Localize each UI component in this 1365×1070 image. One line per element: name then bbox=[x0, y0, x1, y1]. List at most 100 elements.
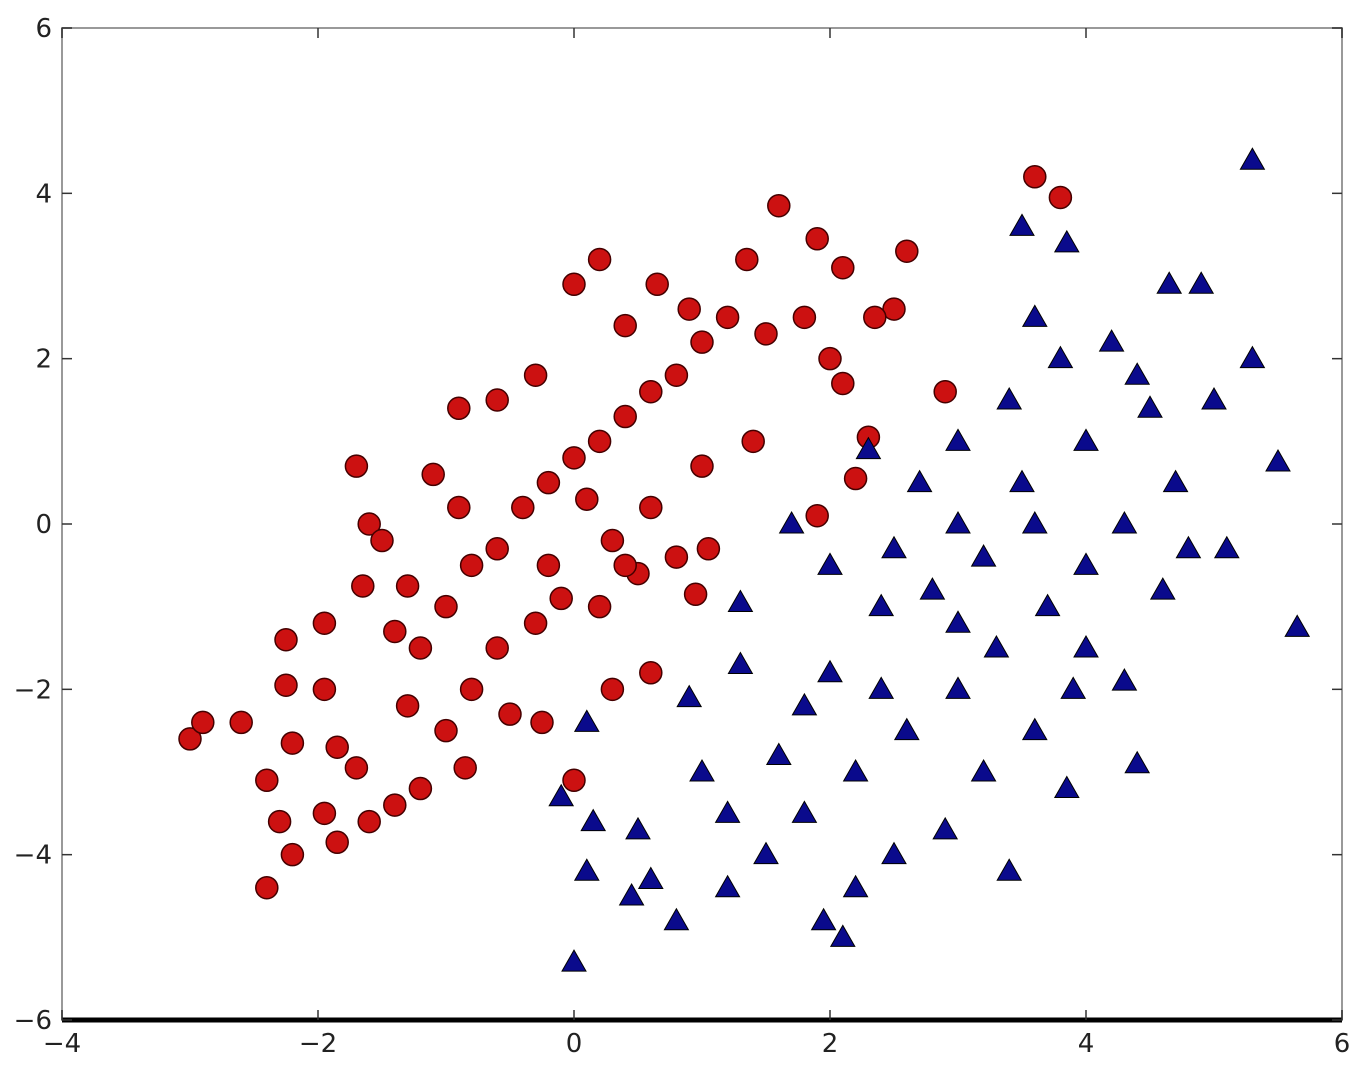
circle-point bbox=[933, 379, 957, 404]
triangle-point bbox=[1053, 229, 1080, 253]
circle-point bbox=[536, 470, 561, 495]
triangle-point bbox=[945, 676, 971, 699]
triangle-point bbox=[945, 428, 971, 451]
triangle-point bbox=[1124, 362, 1151, 385]
circle-point bbox=[274, 627, 298, 652]
triangle-point bbox=[842, 758, 869, 782]
x-tick-label: 6 bbox=[1334, 1029, 1351, 1059]
circle-point bbox=[485, 636, 509, 660]
circle-point bbox=[357, 512, 381, 536]
circle-point bbox=[754, 322, 778, 346]
triangle-point bbox=[573, 858, 600, 881]
triangle-point bbox=[727, 589, 754, 613]
triangle-point bbox=[1098, 329, 1125, 352]
circle-point bbox=[895, 239, 919, 263]
triangle-point bbox=[689, 758, 715, 782]
triangle-point bbox=[1111, 668, 1138, 691]
circle-point bbox=[843, 466, 868, 491]
triangle-point bbox=[970, 544, 997, 567]
circle-point bbox=[408, 776, 433, 801]
triangle-point bbox=[1034, 593, 1061, 617]
circle-point bbox=[267, 809, 292, 834]
triangle-point bbox=[1073, 552, 1099, 575]
triangle-point bbox=[1239, 147, 1266, 170]
triangle-point bbox=[945, 610, 971, 633]
circle-point bbox=[683, 582, 708, 607]
triangle-point bbox=[1188, 271, 1215, 294]
circle-point bbox=[677, 297, 701, 321]
triangle-point bbox=[855, 436, 882, 460]
circle-point bbox=[344, 454, 369, 478]
triangle-point bbox=[561, 949, 587, 972]
circle-point bbox=[357, 809, 381, 834]
circle-point bbox=[447, 495, 471, 520]
triangle-point bbox=[983, 634, 1010, 658]
triangle-point bbox=[1284, 614, 1311, 637]
triangle-point bbox=[1239, 345, 1266, 369]
triangle-point bbox=[753, 841, 779, 865]
triangle-point bbox=[1265, 448, 1291, 472]
circle-point bbox=[408, 636, 433, 660]
triangle-point bbox=[996, 386, 1023, 410]
circle-point bbox=[178, 727, 202, 751]
triangle-point bbox=[714, 874, 741, 898]
triangle-point bbox=[573, 709, 600, 732]
circle-point bbox=[587, 247, 612, 272]
triangle-point bbox=[1156, 271, 1183, 294]
circle-point bbox=[831, 371, 855, 396]
circle-point bbox=[383, 619, 407, 644]
x-tick-label: 0 bbox=[566, 1029, 583, 1059]
x-tick-label: −4 bbox=[43, 1029, 81, 1059]
circle-point bbox=[690, 454, 714, 478]
circle-point bbox=[613, 404, 637, 429]
circle-point bbox=[229, 710, 253, 735]
triangle-point bbox=[663, 907, 690, 931]
circle-point bbox=[600, 528, 625, 553]
circle-point bbox=[523, 611, 548, 635]
circle-point bbox=[395, 694, 420, 718]
triangle-point bbox=[714, 800, 741, 823]
triangle-point bbox=[1053, 775, 1080, 799]
triangle-point bbox=[1124, 750, 1151, 774]
circle-point bbox=[767, 193, 791, 218]
circle-point bbox=[312, 801, 337, 826]
circle-point bbox=[735, 247, 759, 272]
triangle-point bbox=[625, 816, 651, 840]
triangle-point bbox=[996, 858, 1023, 881]
triangle-point bbox=[1073, 428, 1099, 451]
circle-point bbox=[312, 677, 337, 702]
circle-point bbox=[523, 363, 548, 387]
triangle-point bbox=[970, 758, 997, 782]
circle-point bbox=[453, 756, 477, 780]
circle-point bbox=[1023, 165, 1047, 189]
triangle-point bbox=[1201, 386, 1227, 410]
triangle-point bbox=[1009, 469, 1035, 493]
triangle-point bbox=[676, 684, 703, 708]
triangle-point bbox=[548, 783, 575, 807]
circle-point bbox=[351, 574, 375, 598]
circle-point bbox=[805, 227, 829, 251]
circle-point bbox=[536, 553, 561, 578]
circle-point bbox=[549, 586, 573, 611]
triangle-point bbox=[778, 510, 805, 534]
plot-frame bbox=[61, 27, 1343, 1021]
circle-point bbox=[511, 495, 535, 520]
circle-point bbox=[255, 875, 279, 900]
triangle-point bbox=[868, 593, 895, 617]
triangle-point bbox=[945, 510, 971, 534]
circle-point bbox=[434, 594, 458, 619]
triangle-point bbox=[618, 882, 645, 906]
triangle-point bbox=[1021, 510, 1048, 534]
circle-point bbox=[562, 272, 586, 297]
y-tick-label: 4 bbox=[35, 179, 52, 209]
circle-point bbox=[613, 313, 637, 338]
circle-point bbox=[863, 305, 887, 330]
triangle-point bbox=[817, 552, 843, 575]
circle-point bbox=[664, 363, 689, 387]
circle-point bbox=[280, 842, 305, 867]
circle-point bbox=[485, 388, 509, 412]
triangle-point bbox=[1073, 634, 1099, 658]
circle-point bbox=[434, 718, 458, 743]
